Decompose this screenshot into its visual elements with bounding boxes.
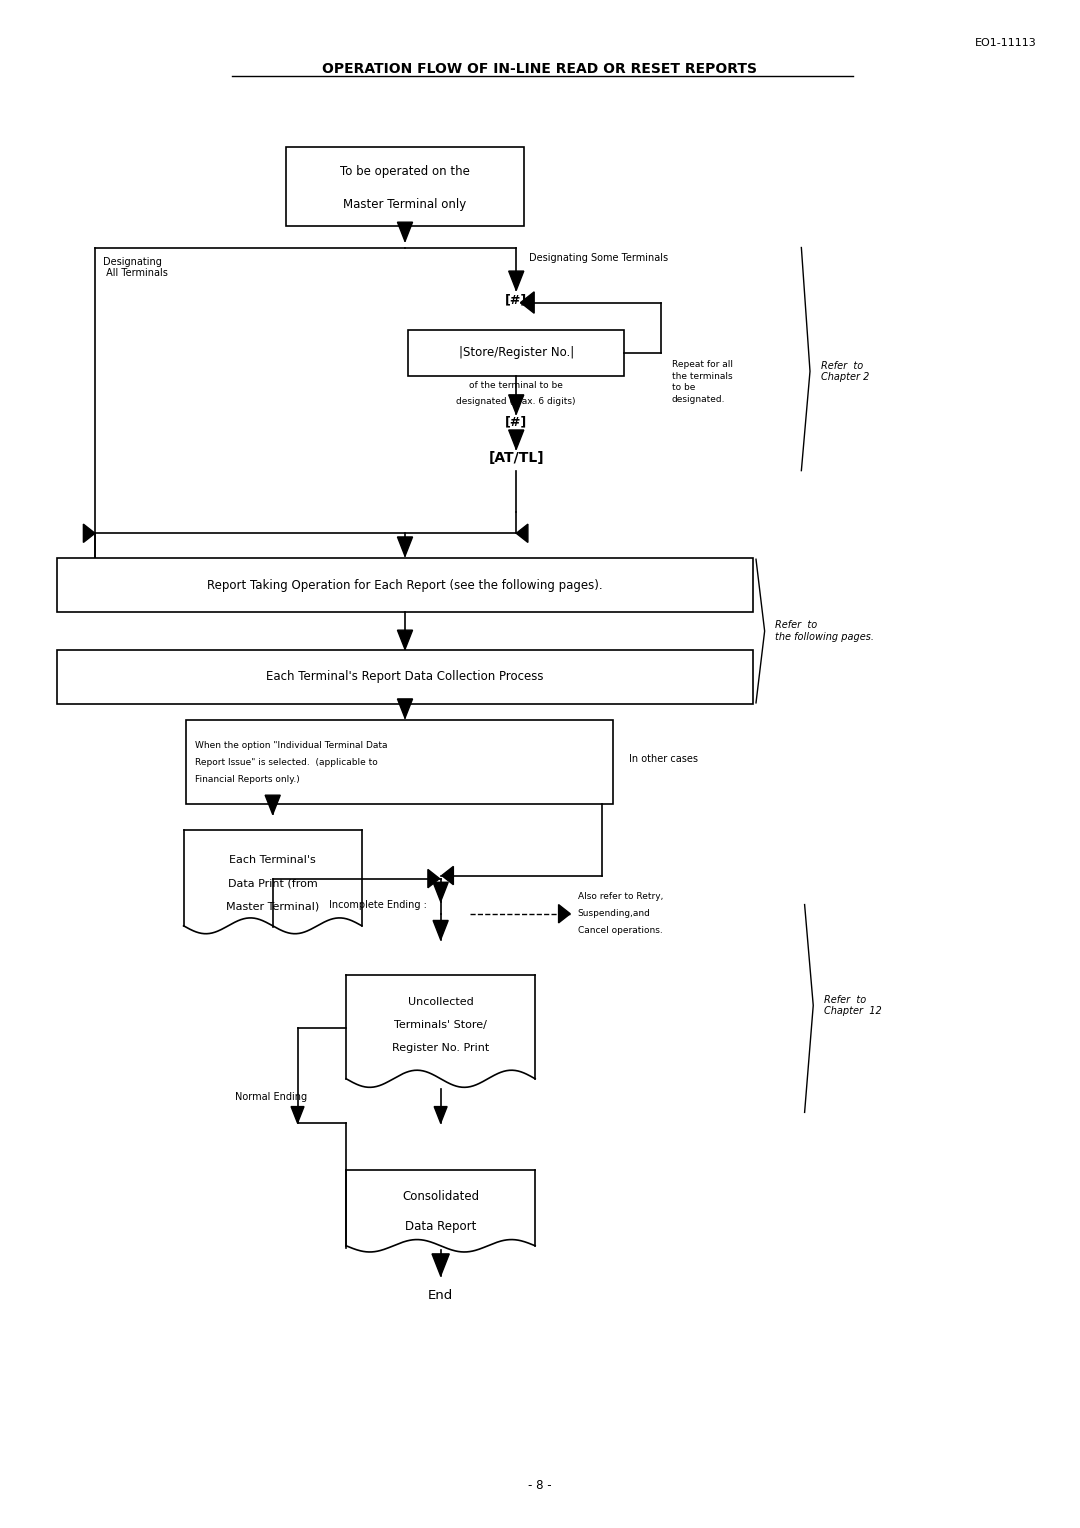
Text: Register No. Print: Register No. Print <box>392 1044 489 1053</box>
Polygon shape <box>432 1254 449 1276</box>
Text: Data Report: Data Report <box>405 1221 476 1233</box>
Text: Consolidated: Consolidated <box>402 1190 480 1203</box>
Text: of the terminal to be: of the terminal to be <box>470 380 563 390</box>
Polygon shape <box>509 270 524 290</box>
Polygon shape <box>83 524 95 542</box>
Text: When the option "Individual Terminal Data: When the option "Individual Terminal Dat… <box>194 741 388 750</box>
Text: Data Print (from: Data Print (from <box>228 879 318 888</box>
Text: Report Issue" is selected.  (applicable to: Report Issue" is selected. (applicable t… <box>194 758 378 767</box>
Text: Terminals' Store/: Terminals' Store/ <box>394 1021 487 1030</box>
Polygon shape <box>433 920 448 940</box>
Text: Refer  to
Chapter  12: Refer to Chapter 12 <box>824 995 881 1016</box>
Text: Financial Reports only.): Financial Reports only.) <box>194 775 299 784</box>
Text: EO1-11113: EO1-11113 <box>975 38 1037 47</box>
Polygon shape <box>434 1106 447 1123</box>
FancyBboxPatch shape <box>56 558 754 611</box>
Polygon shape <box>521 292 535 313</box>
Text: Repeat for all
the terminals
to be
designated.: Repeat for all the terminals to be desig… <box>672 359 732 405</box>
Text: [AT/TL]: [AT/TL] <box>488 451 544 466</box>
Polygon shape <box>397 222 413 241</box>
Text: designated (max. 6 digits): designated (max. 6 digits) <box>457 397 576 406</box>
Text: Report Taking Operation for Each Report (see the following pages).: Report Taking Operation for Each Report … <box>207 579 603 591</box>
Text: - 8 -: - 8 - <box>528 1479 552 1491</box>
Text: Refer  to
Chapter 2: Refer to Chapter 2 <box>821 361 869 382</box>
Polygon shape <box>509 429 524 449</box>
Text: [#]: [#] <box>505 416 527 428</box>
Polygon shape <box>397 536 413 556</box>
FancyBboxPatch shape <box>286 147 524 226</box>
Text: Refer  to
the following pages.: Refer to the following pages. <box>775 620 875 642</box>
Polygon shape <box>558 905 570 923</box>
Polygon shape <box>509 394 524 414</box>
Polygon shape <box>516 524 528 542</box>
Polygon shape <box>433 882 448 902</box>
Text: OPERATION FLOW OF IN-LINE READ OR RESET REPORTS: OPERATION FLOW OF IN-LINE READ OR RESET … <box>323 61 757 76</box>
Polygon shape <box>442 866 454 885</box>
Text: Suspending,and: Suspending,and <box>578 909 650 918</box>
Polygon shape <box>397 698 413 718</box>
Text: To be operated on the: To be operated on the <box>340 165 470 177</box>
Text: Normal Ending: Normal Ending <box>235 1093 308 1102</box>
Text: Master Terminal only: Master Terminal only <box>343 199 467 211</box>
Text: Incomplete Ending :: Incomplete Ending : <box>329 900 428 909</box>
Text: Uncollected: Uncollected <box>408 998 473 1007</box>
Polygon shape <box>428 869 440 888</box>
Text: Each Terminal's Report Data Collection Process: Each Terminal's Report Data Collection P… <box>267 671 543 683</box>
FancyBboxPatch shape <box>56 651 754 703</box>
Text: Also refer to Retry,: Also refer to Retry, <box>578 892 663 902</box>
Text: [#]: [#] <box>505 293 527 306</box>
Text: Designating
 All Terminals: Designating All Terminals <box>103 257 167 278</box>
Text: Master Terminal): Master Terminal) <box>226 902 320 911</box>
Text: In other cases: In other cases <box>629 755 698 764</box>
Polygon shape <box>397 630 413 649</box>
Text: |Store/Register No.|: |Store/Register No.| <box>459 347 573 359</box>
Text: Cancel operations.: Cancel operations. <box>578 926 662 935</box>
Text: End: End <box>428 1290 454 1302</box>
Polygon shape <box>292 1106 305 1123</box>
Polygon shape <box>266 795 281 814</box>
FancyBboxPatch shape <box>186 721 613 805</box>
FancyBboxPatch shape <box>408 330 624 376</box>
Text: Each Terminal's: Each Terminal's <box>229 856 316 865</box>
Text: Designating Some Terminals: Designating Some Terminals <box>529 254 669 263</box>
